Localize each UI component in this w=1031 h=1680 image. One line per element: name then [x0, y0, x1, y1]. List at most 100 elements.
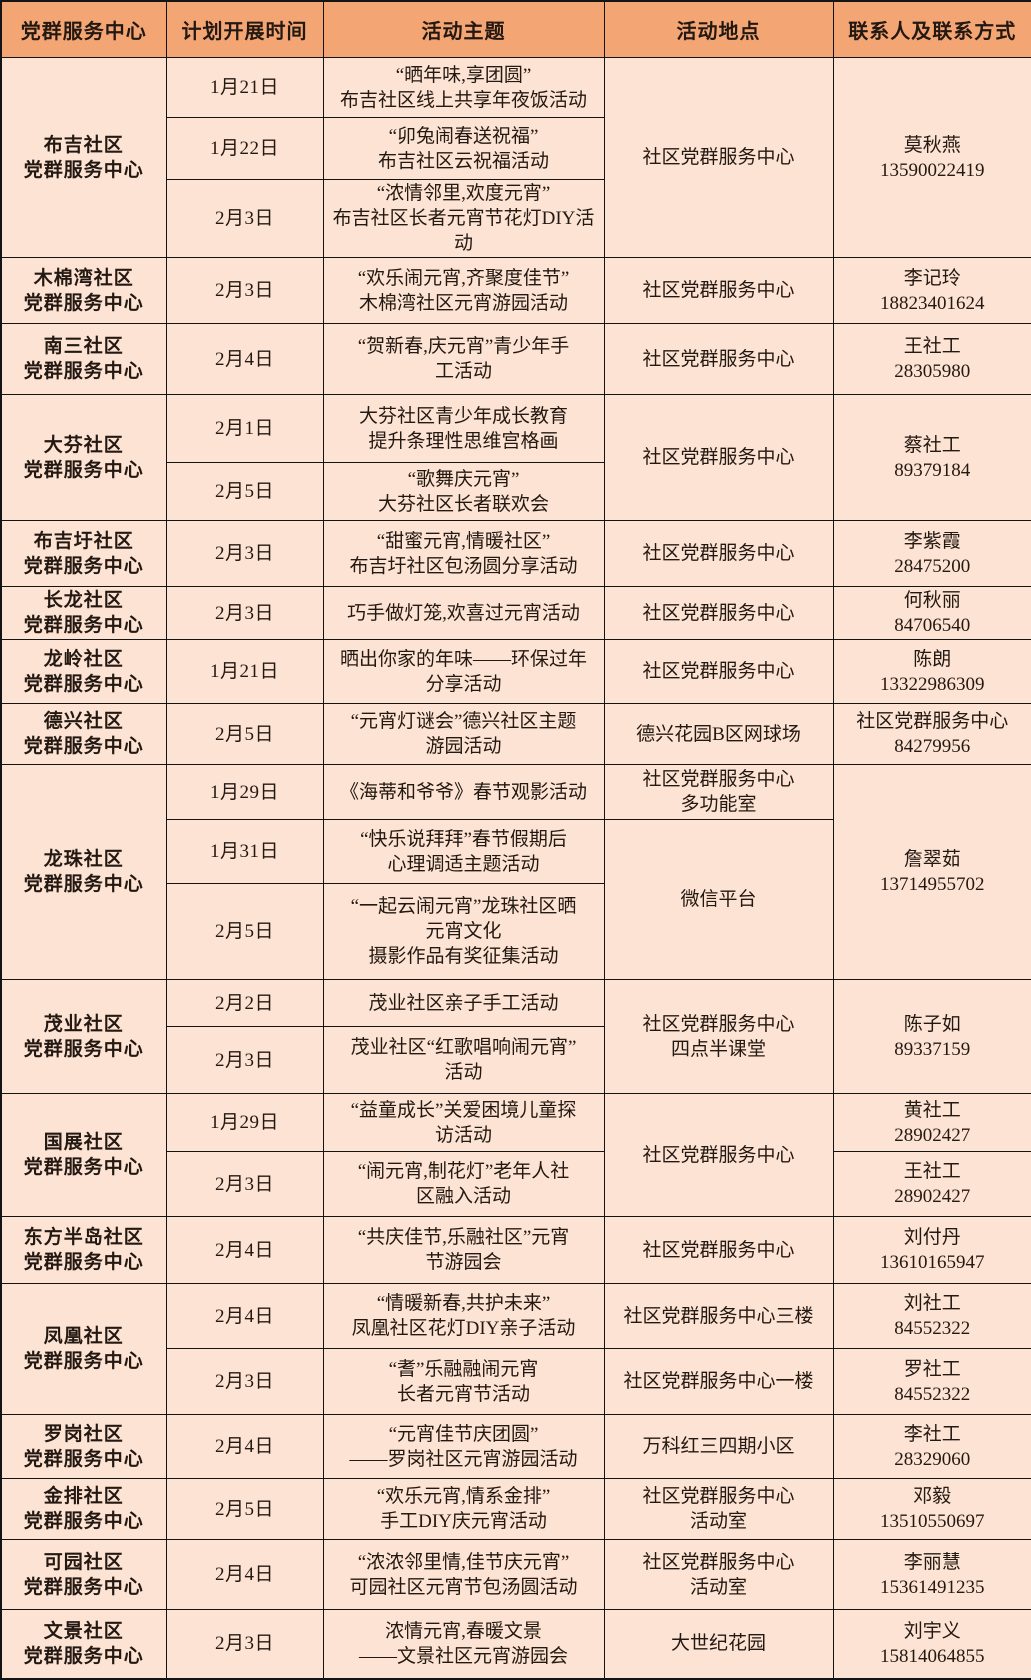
location-cell: 社区党群服务中心 [603, 323, 834, 395]
center-cell: 龙岭社区 党群服务中心 [0, 639, 167, 704]
contact-cell: 刘社工 84552322 [832, 1283, 1031, 1349]
table-row: 可园社区 党群服务中心 2月4日 “浓浓邻里情,佳节庆元宵” 可园社区元宵节包汤圆活… [0, 1539, 1031, 1610]
table-row: 东方半岛社区 党群服务中心 2月4日 “共庆佳节,乐融社区”元宵 节游园会 社区党群服… [0, 1216, 1031, 1284]
date-cell: 2月3日 [165, 179, 324, 258]
theme-cell: “元宵佳节庆团圆” ——罗岗社区元宵游园活动 [322, 1414, 605, 1479]
table-row: 大芬社区 党群服务中心 2月1日 大芬社区青少年成长教育 提升条理性思维宫格画 社区党… [0, 394, 1031, 521]
contact-cell: 陈子如 89337159 [832, 979, 1031, 1094]
location-cell: 社区党群服务中心 活动室 [603, 1478, 834, 1540]
contact-cell: 陈朗 13322986309 [832, 639, 1031, 704]
theme-cell: “甜蜜元宵,情暖社区” 布吉圩社区包汤圆分享活动 [322, 520, 605, 587]
location-cell: 万科红三四期小区 [603, 1414, 834, 1479]
date-cell: 1月31日 [165, 819, 324, 884]
contact-cell: 李紫霞 28475200 [832, 520, 1031, 587]
location-cell: 社区党群服务中心 [603, 1093, 834, 1217]
theme-cell: “共庆佳节,乐融社区”元宵 节游园会 [322, 1216, 605, 1284]
date-cell: 2月4日 [165, 1414, 324, 1479]
contact-cell: 王社工 28902427 [832, 1151, 1031, 1217]
date-cell: 1月22日 [165, 117, 324, 180]
contact-cell: 李记玲 18823401624 [832, 257, 1031, 324]
header-location: 活动地点 [603, 0, 834, 58]
date-cell: 2月5日 [165, 1478, 324, 1540]
contact-cell: 李社工 28329060 [832, 1414, 1031, 1479]
theme-cell: 巧手做灯笼,欢喜过元宵活动 [322, 586, 605, 640]
theme-cell: “闹元宵,制花灯”老年人社 区融入活动 [322, 1151, 605, 1217]
theme-cell: 茂业社区亲子手工活动 [322, 979, 605, 1027]
theme-cell: “益童成长”关爱困境儿童探 访活动 [322, 1093, 605, 1152]
location-cell: 社区党群服务中心三楼 [603, 1283, 834, 1349]
table-row: 布吉社区 党群服务中心 1月21日 “晒年味,享团圆” 布吉社区线上共享年夜饭活动社… [0, 57, 1031, 258]
table-row: 2月5日 “一起云闹元宵”龙珠社区晒 元宵文化 摄影作品有奖征集活动 [1, 883, 1031, 980]
date-cell: 2月3日 [165, 1609, 324, 1679]
table-row: 木棉湾社区 党群服务中心 2月3日 “欢乐闹元宵,齐聚度佳节” 木棉湾社区元宵游园活… [0, 257, 1031, 324]
theme-cell: “情暖新春,共护未来” 凤凰社区花灯DIY亲子活动 [322, 1283, 605, 1349]
date-cell: 2月3日 [165, 1026, 324, 1094]
location-cell: 德兴花园B区网球场 [603, 703, 834, 765]
theme-cell: “浓浓邻里情,佳节庆元宵” 可园社区元宵节包汤圆活动 [322, 1539, 605, 1610]
table-row: 罗岗社区 党群服务中心 2月4日 “元宵佳节庆团圆” ——罗岗社区元宵游园活动 万科红… [0, 1414, 1031, 1479]
location-cell: 社区党群服务中心 四点半课堂 [603, 979, 834, 1094]
date-cell: 2月5日 [165, 703, 324, 765]
theme-cell: “卯兔闹春送祝福” 布吉社区云祝福活动 [322, 117, 605, 180]
theme-cell: “贺新春,庆元宵”青少年手 工活动 [322, 323, 605, 395]
contact-cell: 罗社工 84552322 [832, 1348, 1031, 1415]
date-cell: 2月3日 [165, 586, 324, 640]
contact-cell: 王社工 28305980 [832, 323, 1031, 395]
theme-cell: 《海蒂和爷爷》春节观影活动 [322, 764, 605, 820]
location-cell: 社区党群服务中心一楼 [603, 1348, 834, 1415]
header-theme: 活动主题 [322, 0, 605, 58]
table-row: 茂业社区 党群服务中心 2月2日 茂业社区亲子手工活动 社区党群服务中心 四点半课堂陈… [0, 979, 1031, 1094]
table-row: 2月5日 “歌舞庆元宵” 大芬社区长者联欢会 [1, 462, 1031, 521]
center-cell: 南三社区 党群服务中心 [0, 323, 167, 395]
theme-cell: “耆”乐融融闹元宵 长者元宵节活动 [322, 1348, 605, 1415]
theme-cell: 大芬社区青少年成长教育 提升条理性思维宫格画 [322, 394, 605, 463]
date-cell: 2月5日 [165, 883, 324, 980]
contact-cell: 邓毅 13510550697 [832, 1478, 1031, 1540]
center-cell: 文景社区 党群服务中心 [0, 1609, 167, 1679]
table-row: 长龙社区 党群服务中心 2月3日 巧手做灯笼,欢喜过元宵活动 社区党群服务中心 何秋丽 … [0, 586, 1031, 640]
date-cell: 2月5日 [165, 462, 324, 521]
table-row: 1月31日 “快乐说拜拜”春节假期后 心理调适主题活动 微信平台 [1, 819, 1031, 980]
contact-cell: 蔡社工 89379184 [832, 394, 1031, 521]
location-cell: 大世纪花园 [603, 1609, 834, 1679]
location-cell: 微信平台 [603, 819, 834, 980]
location-cell: 社区党群服务中心 多功能室 [603, 764, 834, 820]
theme-cell: “晒年味,享团圆” 布吉社区线上共享年夜饭活动 [322, 57, 605, 118]
table-row: 2月3日 “浓情邻里,欢度元宵” 布吉社区长者元宵节花灯DIY活 动 [1, 179, 1031, 258]
contact-cell: 刘付丹 13610165947 [832, 1216, 1031, 1284]
theme-cell: “一起云闹元宵”龙珠社区晒 元宵文化 摄影作品有奖征集活动 [322, 883, 605, 980]
date-cell: 2月1日 [165, 394, 324, 463]
date-cell: 2月3日 [165, 257, 324, 324]
center-cell: 长龙社区 党群服务中心 [0, 586, 167, 640]
date-cell: 2月3日 [165, 1348, 324, 1415]
contact-cell: 詹翠茹 13714955702 [832, 764, 1031, 980]
location-cell: 社区党群服务中心 [603, 57, 834, 258]
center-cell: 布吉社区 党群服务中心 [0, 57, 167, 258]
location-cell: 社区党群服务中心 [603, 586, 834, 640]
date-cell: 2月4日 [165, 1283, 324, 1349]
date-cell: 2月3日 [165, 520, 324, 587]
table-row: 2月3日 “耆”乐融融闹元宵 长者元宵节活动 社区党群服务中心一楼 罗社工 84552… [1, 1348, 1031, 1415]
table-row: 金排社区 党群服务中心 2月5日 “欢乐元宵,情系金排” 手工DIY庆元宵活动 社区党… [0, 1478, 1031, 1540]
table-row: 布吉圩社区 党群服务中心 2月3日 “甜蜜元宵,情暖社区” 布吉圩社区包汤圆分享活动… [0, 520, 1031, 587]
theme-cell: “歌舞庆元宵” 大芬社区长者联欢会 [322, 462, 605, 521]
date-cell: 1月21日 [165, 57, 324, 118]
header-contact: 联系人及联系方式 [832, 0, 1031, 58]
date-cell: 2月4日 [165, 323, 324, 395]
date-cell: 1月29日 [165, 764, 324, 820]
location-cell: 社区党群服务中心 [603, 257, 834, 324]
contact-cell: 黄社工 28902427 [832, 1093, 1031, 1152]
date-cell: 2月4日 [165, 1539, 324, 1610]
date-cell: 2月4日 [165, 1216, 324, 1284]
location-cell: 社区党群服务中心 活动室 [603, 1539, 834, 1610]
table-row: 文景社区 党群服务中心 2月3日 浓情元宵,春暖文景 ——文景社区元宵游园会 大世纪花… [0, 1609, 1031, 1679]
theme-cell: 茂业社区“红歌唱响闹元宵” 活动 [322, 1026, 605, 1094]
center-cell: 罗岗社区 党群服务中心 [0, 1414, 167, 1479]
theme-cell: “快乐说拜拜”春节假期后 心理调适主题活动 [322, 819, 605, 884]
table-row: 国展社区 党群服务中心 1月29日 “益童成长”关爱困境儿童探 访活动 社区党群服务中… [0, 1093, 1031, 1217]
header-center: 党群服务中心 [0, 0, 167, 58]
theme-cell: “元宵灯谜会”德兴社区主题 游园活动 [322, 703, 605, 765]
location-cell: 社区党群服务中心 [603, 520, 834, 587]
theme-cell: 浓情元宵,春暖文景 ——文景社区元宵游园会 [322, 1609, 605, 1679]
